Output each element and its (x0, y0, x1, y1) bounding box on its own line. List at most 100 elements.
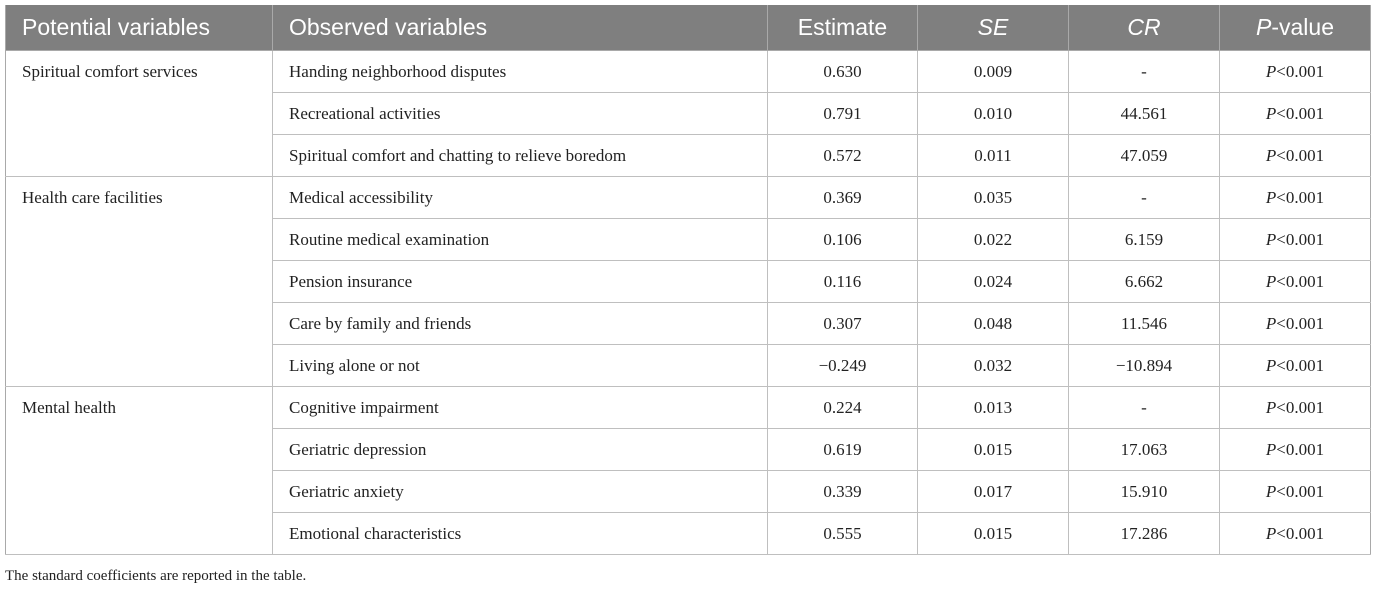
p-value-italic: P (1265, 271, 1277, 291)
estimate-cell: 0.572 (767, 134, 918, 177)
cr-cell: 17.286 (1068, 512, 1220, 555)
p-value-cell: P<0.001 (1219, 92, 1371, 135)
cr-cell: 6.159 (1068, 218, 1220, 261)
p-value-italic: P (1265, 313, 1277, 333)
p-value-rest: <0.001 (1276, 229, 1325, 249)
estimate-cell: 0.791 (767, 92, 918, 135)
table-row: Geriatric anxiety 0.339 0.017 15.910 P<0.001 (6, 470, 1371, 513)
potential-variable-cell: Health care facilities (5, 176, 273, 387)
observed-variable-cell: Routine medical examination (272, 218, 768, 261)
header-se: SE (917, 5, 1069, 51)
p-value-cell: P<0.001 (1219, 470, 1371, 513)
se-cell: 0.010 (917, 92, 1069, 135)
estimate-cell: 0.619 (767, 428, 918, 471)
header-cr-label: CR (1127, 14, 1161, 40)
p-value-italic: P (1265, 481, 1277, 501)
observed-variable-cell: Medical accessibility (272, 176, 768, 219)
cr-cell: - (1068, 176, 1220, 219)
p-value-italic: P (1265, 103, 1277, 123)
table-footnote: The standard coefficients are reported i… (5, 568, 307, 584)
p-value-italic: P (1265, 61, 1277, 81)
se-cell: 0.032 (917, 344, 1069, 387)
p-value-cell: P<0.001 (1219, 218, 1371, 261)
p-value-rest: <0.001 (1276, 439, 1325, 459)
estimate-cell: 0.339 (767, 470, 918, 513)
se-cell: 0.015 (917, 512, 1069, 555)
p-value-rest: <0.001 (1276, 523, 1325, 543)
cr-cell: - (1068, 50, 1220, 93)
se-cell: 0.022 (917, 218, 1069, 261)
observed-variable-cell: Geriatric anxiety (272, 470, 768, 513)
header-row: Potential variables Observed variables E… (5, 5, 1371, 51)
observed-variable-cell: Recreational activities (272, 92, 768, 135)
p-value-rest: <0.001 (1276, 61, 1325, 81)
estimate-cell: 0.369 (767, 176, 918, 219)
table-row: Spiritual comfort services Handing neighb… (5, 50, 1371, 177)
estimate-cell: 0.224 (767, 386, 918, 429)
header-p-value: P-value (1219, 5, 1371, 51)
header-p-italic: P (1256, 14, 1272, 40)
estimate-cell: 0.307 (767, 302, 918, 345)
table-row: Routine medical examination 0.106 0.022 6.1… (6, 218, 1371, 261)
observed-variable-cell: Living alone or not (272, 344, 768, 387)
se-cell: 0.048 (917, 302, 1069, 345)
table-row: Pension insurance 0.116 0.024 6.662 P<0.001 (6, 260, 1371, 303)
header-cr: CR (1068, 5, 1220, 51)
p-value-italic: P (1265, 355, 1277, 375)
table-row: Mental health Cognitive impairment 0.224 0.… (5, 386, 1371, 555)
header-estimate: Estimate (767, 5, 918, 51)
se-cell: 0.013 (917, 386, 1069, 429)
p-value-cell: P<0.001 (1219, 344, 1371, 387)
p-value-rest: <0.001 (1276, 313, 1325, 333)
p-value-italic: P (1265, 145, 1277, 165)
table-row: Living alone or not −0.249 0.032 −10.894 P<0… (6, 344, 1371, 387)
table-row: Recreational activities 0.791 0.010 44.561 P… (6, 92, 1371, 135)
cr-cell: 47.059 (1068, 134, 1220, 177)
observed-variable-cell: Pension insurance (272, 260, 768, 303)
observed-variable-cell: Cognitive impairment (272, 386, 768, 429)
table-row: Geriatric depression 0.619 0.015 17.063 P<0.… (6, 428, 1371, 471)
observed-variable-cell: Care by family and friends (272, 302, 768, 345)
p-value-cell: P<0.001 (1219, 428, 1371, 471)
header-observed-variables: Observed variables (272, 5, 768, 51)
p-value-cell: P<0.001 (1219, 134, 1371, 177)
estimate-cell: 0.116 (767, 260, 918, 303)
se-cell: 0.017 (917, 470, 1069, 513)
observed-variable-cell: Emotional characteristics (272, 512, 768, 555)
p-value-italic: P (1265, 439, 1277, 459)
p-value-cell: P<0.001 (1219, 176, 1371, 219)
p-value-italic: P (1265, 187, 1277, 207)
table-row: Emotional characteristics 0.555 0.015 17.28… (6, 512, 1371, 555)
observed-variable-cell: Geriatric depression (272, 428, 768, 471)
observed-variable-cell: Spiritual comfort and chatting to reliev… (272, 134, 768, 177)
header-p-rest: -value (1271, 14, 1334, 40)
p-value-cell: P<0.001 (1219, 302, 1371, 345)
table-header: Potential variables Observed variables E… (5, 5, 1371, 51)
estimate-cell: 0.630 (767, 50, 918, 93)
estimate-cell: 0.555 (767, 512, 918, 555)
p-value-rest: <0.001 (1276, 187, 1325, 207)
cr-cell: - (1068, 386, 1220, 429)
cr-cell: 44.561 (1068, 92, 1220, 135)
p-value-cell: P<0.001 (1219, 50, 1371, 93)
se-cell: 0.011 (917, 134, 1069, 177)
estimate-cell: −0.249 (767, 344, 918, 387)
table-body: Spiritual comfort services Handing neighb… (5, 50, 1371, 555)
p-value-rest: <0.001 (1276, 145, 1325, 165)
p-value-rest: <0.001 (1276, 271, 1325, 291)
potential-variable-cell: Mental health (5, 386, 273, 555)
cr-cell: −10.894 (1068, 344, 1220, 387)
cr-cell: 15.910 (1068, 470, 1220, 513)
p-value-italic: P (1265, 397, 1277, 417)
header-se-label: SE (977, 14, 1009, 40)
cr-cell: 6.662 (1068, 260, 1220, 303)
table-row: Care by family and friends 0.307 0.048 11.5… (6, 302, 1371, 345)
p-value-rest: <0.001 (1276, 355, 1325, 375)
table-row: Spiritual comfort and chatting to reliev… (6, 134, 1371, 177)
se-cell: 0.015 (917, 428, 1069, 471)
observed-variable-cell: Handing neighborhood disputes (272, 50, 768, 93)
p-value-rest: <0.001 (1276, 481, 1325, 501)
p-value-italic: P (1265, 523, 1277, 543)
p-value-italic: P (1265, 229, 1277, 249)
results-table-container: Potential variables Observed variables E… (5, 5, 1371, 555)
